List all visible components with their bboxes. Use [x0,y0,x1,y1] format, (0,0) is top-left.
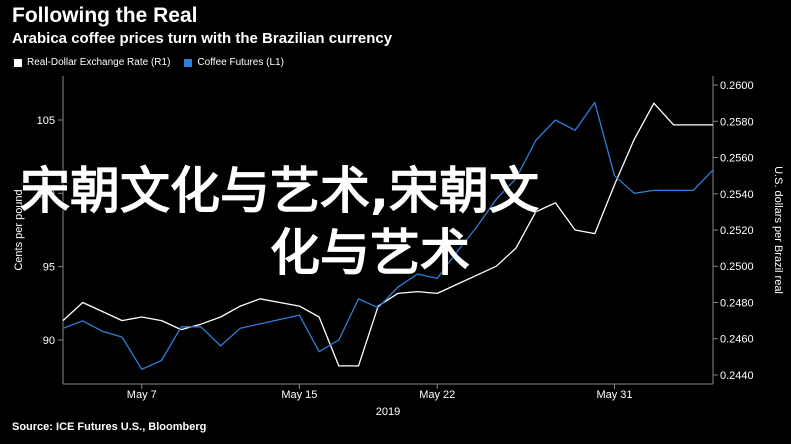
left-axis-title: Cents per pound [13,189,25,270]
legend: Real-Dollar Exchange Rate (R1) Coffee Fu… [14,57,298,68]
left-tick-label: 90 [43,335,55,347]
right-tick-label: 0.2540 [720,189,754,201]
right-tick-label: 0.2480 [720,297,754,309]
left-tick-label: 95 [43,262,55,274]
right-tick-label: 0.2460 [720,334,754,346]
right-tick-label: 0.2560 [720,153,754,165]
x-tick-label: May 22 [419,389,455,401]
right-tick-label: 0.2520 [720,225,754,237]
x-tick-label: May 7 [127,389,157,401]
left-tick-label: 100 [37,188,55,200]
legend-label-coffee-futures: Coffee Futures (L1) [197,57,284,68]
right-tick-label: 0.2440 [720,370,754,382]
legend-item-exchange-rate: Real-Dollar Exchange Rate (R1) [14,57,170,68]
chart-title: Following the Real [12,4,198,27]
x-tick-label: May 31 [596,389,632,401]
series-line-exchange-rate [62,102,713,367]
x-tick-label: May 15 [281,389,317,401]
legend-label-exchange-rate: Real-Dollar Exchange Rate (R1) [27,57,171,68]
legend-swatch-coffee-futures [184,58,193,67]
right-tick-label: 0.2500 [720,261,754,273]
right-tick-label: 0.2580 [720,116,754,128]
legend-item-coffee-futures: Coffee Futures (L1) [184,57,284,68]
right-tick-label: 0.2600 [720,80,754,92]
left-tick-label: 105 [37,115,55,127]
chart-source: Source: ICE Futures U.S., Bloomberg [12,421,207,433]
legend-swatch-exchange-rate [14,58,22,67]
series-line-coffee-futures [62,101,714,370]
right-axis-title: U.S. dollars per Brazil real [772,166,784,294]
x-year-label: 2019 [376,406,400,418]
chart-subtitle: Arabica coffee prices turn with the Braz… [12,30,393,47]
